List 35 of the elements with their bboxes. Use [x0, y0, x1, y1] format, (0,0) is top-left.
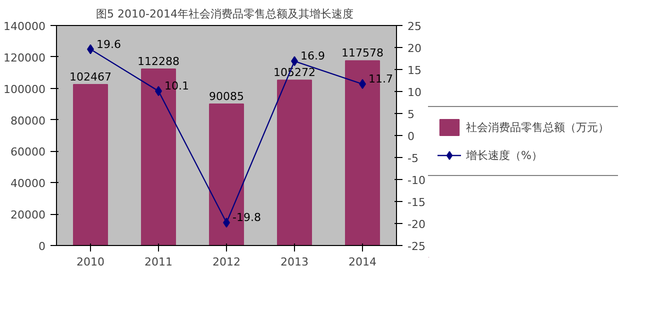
y2-tick-label: 5: [408, 108, 414, 121]
data-label: 102467: [70, 70, 112, 84]
y2-tick-label: 10: [408, 86, 422, 99]
data-label: 112288: [138, 55, 180, 68]
y2-tick-label: 20: [408, 42, 422, 55]
x-tick-label: 2011: [144, 256, 173, 268]
y2-tick-label: -15: [408, 196, 426, 209]
legend-label: 增长速度（%）: [466, 148, 542, 162]
chart-title: 图5 2010-2014年社会消费品零售总额及其增长速度: [96, 8, 354, 20]
y-tick-label: 120000: [4, 51, 46, 64]
y2-tick-label: 25: [408, 20, 422, 33]
x-tick-label: 2012: [212, 256, 241, 268]
bar: [277, 80, 312, 246]
y-tick-label: 20000: [10, 208, 46, 222]
legend-label: 社会消费品零售总额（万元）: [466, 120, 609, 134]
y2-tick-label: -5: [408, 152, 418, 165]
y2-tick-label: -10: [408, 174, 426, 187]
y2-tick-label: -25: [408, 240, 426, 253]
y-tick-label: 140000: [4, 20, 46, 33]
y2-tick-label: 15: [408, 64, 422, 77]
y-tick-label: 40000: [10, 177, 46, 190]
x-tick-label: 2010: [76, 256, 105, 268]
y-tick-label: 100000: [4, 82, 46, 96]
x-tick-label: 2014: [348, 256, 377, 268]
y-tick-label: 0: [38, 240, 46, 253]
x-tick-label: 2013: [280, 256, 309, 268]
y2-tick-label: 0: [408, 130, 414, 143]
data-label: 90085: [209, 90, 244, 103]
y-tick-label: 80000: [10, 114, 46, 128]
y2-tick-label: -20: [408, 218, 426, 231]
data-label: 19.6: [96, 38, 121, 51]
data-label: 16.9: [300, 50, 325, 63]
data-label: 117578: [342, 46, 384, 60]
y-tick-label: 60000: [10, 146, 46, 159]
bar: [73, 84, 108, 246]
